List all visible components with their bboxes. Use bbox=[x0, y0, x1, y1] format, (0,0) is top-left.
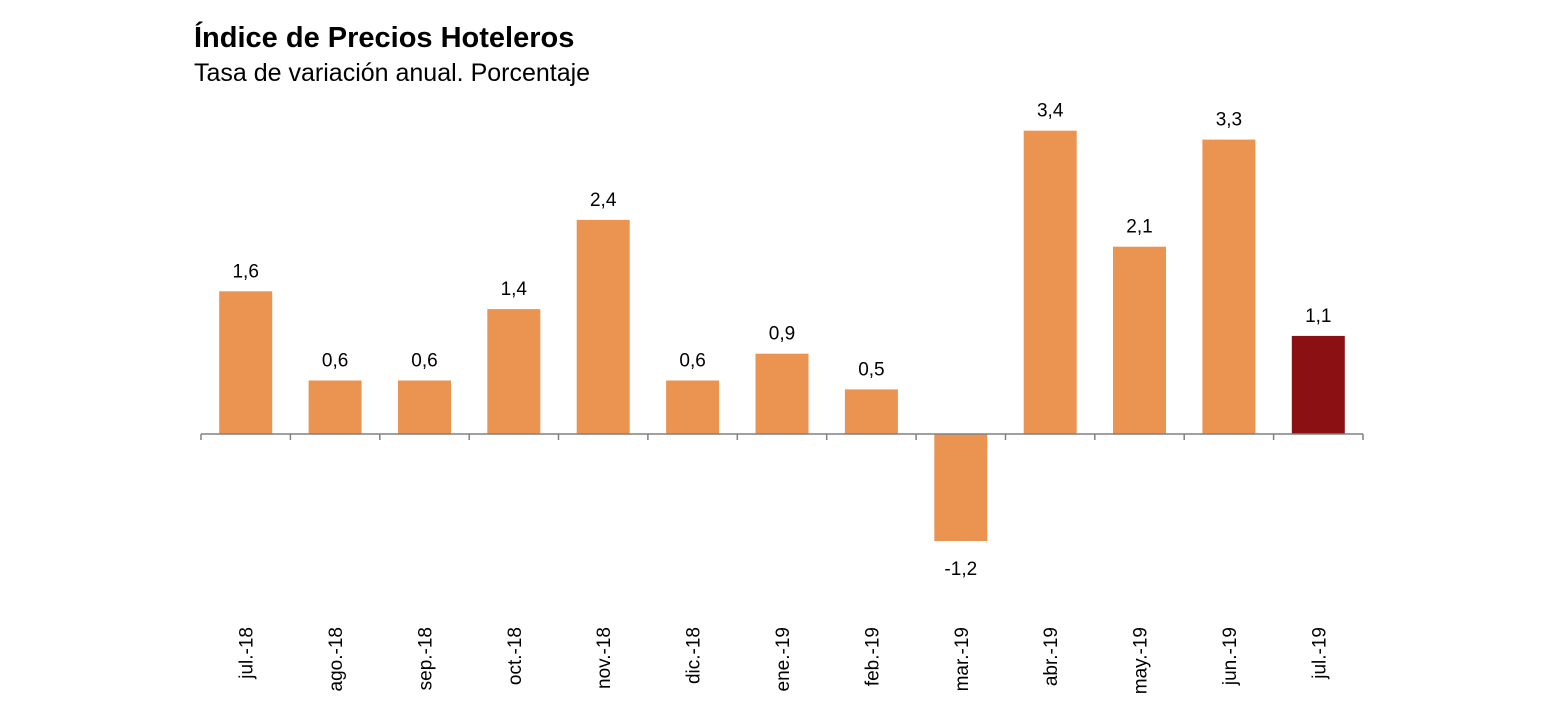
category-label: may.-19 bbox=[1131, 627, 1152, 694]
data-label: 1,6 bbox=[232, 261, 258, 282]
bar-nov.-18 bbox=[576, 219, 630, 434]
bar-mar.-19 bbox=[934, 434, 988, 541]
category-label: feb.-19 bbox=[862, 627, 883, 686]
category-labels: jul.-18 ago.-18 sep.-18 oct.-18 nov.-18 dic.-… bbox=[237, 627, 1331, 694]
bar-ago.-18 bbox=[308, 380, 362, 434]
data-label: 0,6 bbox=[679, 351, 705, 372]
data-label: 2,4 bbox=[590, 190, 617, 211]
bar-jun.-19 bbox=[1202, 139, 1256, 434]
bar-sep.-18 bbox=[398, 380, 451, 434]
bar-jul.-19 bbox=[1291, 335, 1345, 434]
category-label: jul.-18 bbox=[237, 627, 258, 680]
data-label: -1,2 bbox=[944, 559, 977, 580]
category-label: nov.-18 bbox=[594, 627, 615, 689]
chart-title: Índice de Precios Hoteleros bbox=[194, 22, 575, 54]
category-label: oct.-18 bbox=[505, 627, 526, 685]
data-label: 0,6 bbox=[322, 351, 348, 372]
bar-dic.-18 bbox=[666, 380, 720, 434]
category-label: mar.-19 bbox=[952, 627, 973, 691]
data-label: 1,1 bbox=[1305, 306, 1331, 327]
data-label: 3,4 bbox=[1037, 101, 1064, 122]
category-label: ago.-18 bbox=[326, 627, 347, 691]
bar-may.-19 bbox=[1113, 246, 1166, 434]
data-label: 2,1 bbox=[1126, 217, 1152, 238]
category-label: jul.-19 bbox=[1309, 627, 1330, 680]
bar-feb.-19 bbox=[844, 389, 898, 434]
data-label: 0,6 bbox=[411, 351, 437, 372]
category-label: jun.-19 bbox=[1220, 627, 1241, 686]
bar-jul.-18 bbox=[219, 291, 273, 434]
bar-abr.-19 bbox=[1023, 130, 1077, 434]
data-label: 0,5 bbox=[858, 359, 884, 380]
x-axis bbox=[200, 433, 1364, 440]
category-label: ene.-19 bbox=[773, 627, 794, 691]
bars-layer bbox=[219, 130, 1345, 541]
bar-ene.-19 bbox=[755, 353, 809, 434]
data-label: 0,9 bbox=[769, 324, 795, 345]
data-label: 1,4 bbox=[501, 279, 528, 300]
bar-oct.-18 bbox=[487, 309, 541, 434]
category-label: abr.-19 bbox=[1041, 627, 1062, 686]
data-label: 3,3 bbox=[1216, 110, 1242, 131]
data-labels: 1,6 0,6 0,6 1,4 2,4 0,6 0,9 0,5 -1,2 3,4 2,1 3,3 1,1 bbox=[232, 101, 1331, 580]
category-label: sep.-18 bbox=[416, 627, 437, 690]
category-label: dic.-18 bbox=[684, 627, 705, 684]
chart-subtitle: Tasa de variación anual. Porcentaje bbox=[194, 59, 591, 87]
